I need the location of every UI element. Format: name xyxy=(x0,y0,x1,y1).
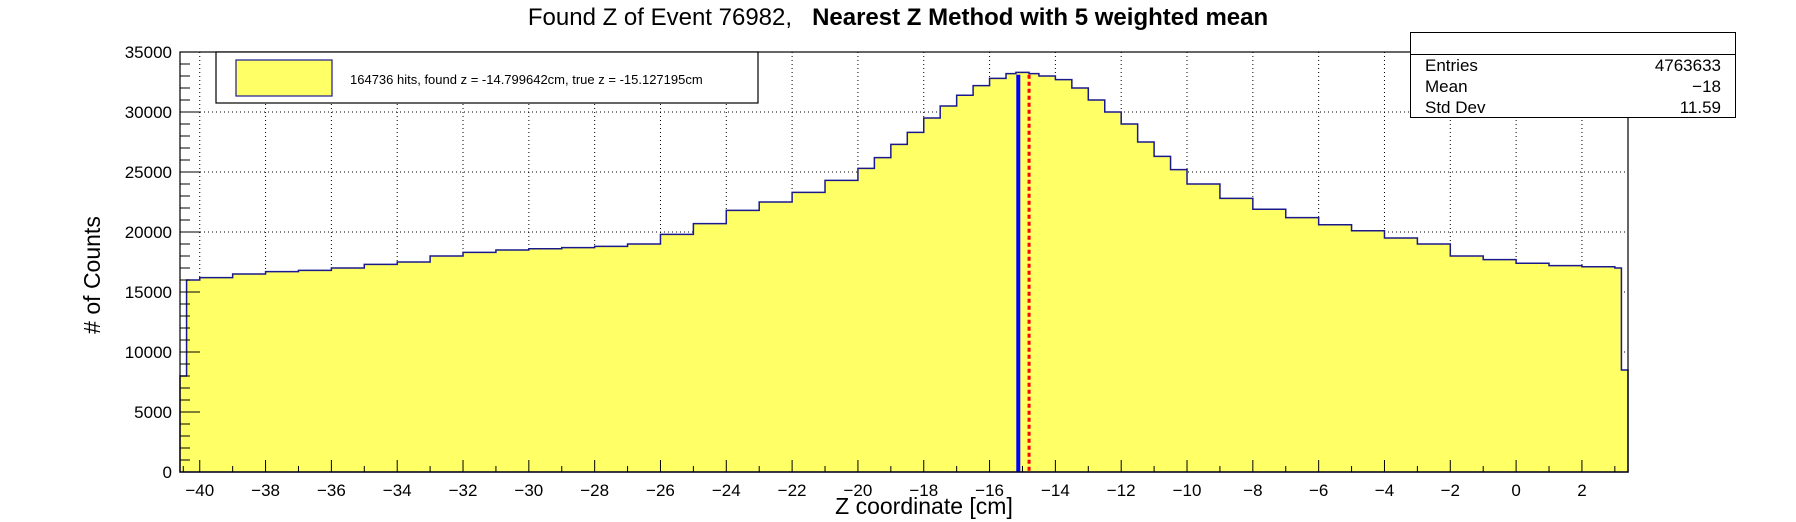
stats-key: Entries xyxy=(1425,56,1478,75)
y-tick-label: 20000 xyxy=(125,223,172,242)
x-tick-label: −24 xyxy=(712,481,741,500)
y-axis-label: # of Counts xyxy=(79,216,105,334)
x-tick-label: 2 xyxy=(1577,481,1586,500)
x-tick-label: −36 xyxy=(317,481,346,500)
title-main: Found Z of Event 76982, xyxy=(527,4,793,31)
x-tick-label: −32 xyxy=(449,481,478,500)
y-tick-label: 35000 xyxy=(125,43,172,62)
plot-frame xyxy=(179,51,1629,473)
stats-value: 11.59 xyxy=(1679,98,1721,117)
histogram-area xyxy=(179,71,1629,473)
legend-swatch xyxy=(235,59,333,97)
y-axis-ticks: 0 5000 10000 15000 20000 25000 30000 35000 xyxy=(125,43,200,482)
x-axis-label: Z coordinate [cm] xyxy=(835,493,1013,519)
y-tick-label: 5000 xyxy=(134,403,172,422)
x-tick-label: −2 xyxy=(1441,481,1460,500)
stats-box: Entries 4763633 Mean −18 Std Dev 11.59 xyxy=(1410,32,1736,118)
x-tick-label: −8 xyxy=(1243,481,1262,500)
stats-row-entries: Entries 4763633 xyxy=(1411,55,1735,76)
x-tick-label: −6 xyxy=(1309,481,1328,500)
y-tick-label: 0 xyxy=(163,463,172,482)
stats-header xyxy=(1411,33,1735,55)
x-tick-label: −30 xyxy=(514,481,543,500)
y-tick-label: 30000 xyxy=(125,103,172,122)
x-tick-label: −26 xyxy=(646,481,675,500)
stats-key: Std Dev xyxy=(1425,98,1486,117)
stats-value: −18 xyxy=(1692,77,1721,96)
y-tick-label: 10000 xyxy=(125,343,172,362)
x-tick-label: −20 xyxy=(844,481,873,500)
x-tick-label: −14 xyxy=(1041,481,1070,500)
x-tick-label: −22 xyxy=(778,481,807,500)
y-tick-label: 15000 xyxy=(125,283,172,302)
x-tick-label: −38 xyxy=(251,481,280,500)
legend: 164736 hits, found z = -14.799642cm, tru… xyxy=(215,51,759,104)
stats-row-stddev: Std Dev 11.59 xyxy=(1411,97,1735,118)
x-tick-label: −28 xyxy=(580,481,609,500)
x-axis-ticks: −40 −38 −36 −34 −32 −30 −28 −26 −24 −22 −20 −18 −16−… xyxy=(182,460,1616,500)
legend-label: 164736 hits, found z = -14.799642cm, tru… xyxy=(350,72,703,87)
stats-row-mean: Mean −18 xyxy=(1411,76,1735,97)
x-tick-label: −18 xyxy=(909,481,938,500)
y-tick-label: 25000 xyxy=(125,163,172,182)
x-tick-label: −10 xyxy=(1173,481,1202,500)
x-tick-label: −16 xyxy=(975,481,1004,500)
x-tick-label: −34 xyxy=(383,481,412,500)
x-tick-label: −40 xyxy=(185,481,214,500)
x-tick-label: 0 xyxy=(1511,481,1520,500)
stats-key: Mean xyxy=(1425,77,1468,96)
stats-value: 4763633 xyxy=(1654,56,1721,75)
x-tick-label: −4 xyxy=(1375,481,1394,500)
title-bold: Nearest Z Method with 5 weighted mean xyxy=(812,4,1269,31)
chart-title: Found Z of Event 76982, Nearest Z Method… xyxy=(0,4,1796,32)
x-tick-label: −12 xyxy=(1107,481,1136,500)
